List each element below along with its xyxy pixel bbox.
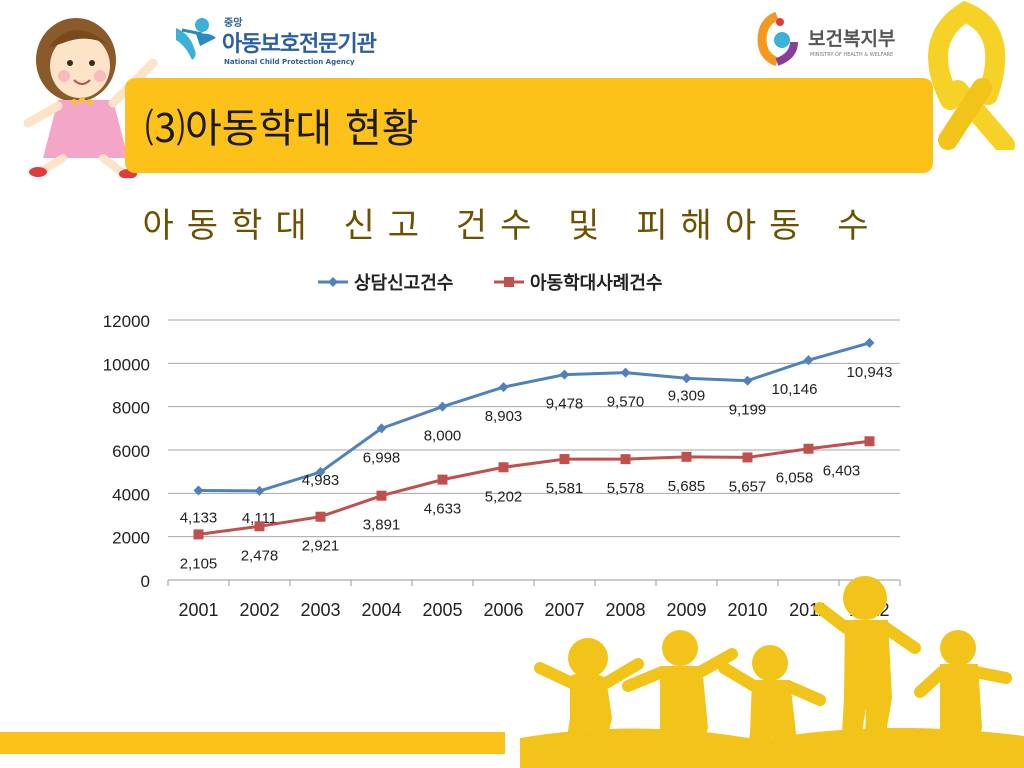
data-label: 4,133 xyxy=(180,509,218,526)
data-point xyxy=(864,337,875,348)
data-label: 9,478 xyxy=(546,396,584,413)
data-label: 5,685 xyxy=(668,478,706,495)
data-label: 9,570 xyxy=(607,394,645,411)
data-point xyxy=(803,355,814,366)
data-label: 2,478 xyxy=(241,547,279,564)
data-label: 9,199 xyxy=(729,402,767,419)
series-2: 2,105 2,478 2,921 3,891 4,633 5,202 5,581 5,578… xyxy=(180,436,875,572)
legend-label: 아동학대사례건수 xyxy=(530,272,662,294)
x-tick-label: 2008 xyxy=(605,600,645,620)
data-point xyxy=(620,367,631,378)
data-point xyxy=(254,521,265,532)
data-label: 10,943 xyxy=(847,364,893,381)
y-tick-label: 4000 xyxy=(112,485,150,504)
ministry-logo[interactable]: 보건복지부 MINISTRY OF HEALTH & WELFARE xyxy=(750,12,910,72)
agency-label-small: 중앙 xyxy=(224,18,243,29)
y-tick-label: 6000 xyxy=(112,442,150,461)
data-point xyxy=(498,462,509,473)
agency-logo[interactable]: 중앙 아동보호전문기관 National Child Protection Ag… xyxy=(172,12,394,72)
data-point xyxy=(864,436,875,447)
x-tick-label: 2001 xyxy=(178,600,218,620)
data-point xyxy=(376,423,387,434)
children-silhouette-illustration xyxy=(520,576,1024,768)
chart-series: 4,133 4,111 4,983 6,998 8,000 8,903 9,478 9,570… xyxy=(180,337,893,572)
footer-bar xyxy=(0,732,505,754)
data-label: 5,578 xyxy=(607,480,645,497)
data-point xyxy=(437,474,448,485)
agency-name: 아동보호전문기관 xyxy=(222,32,377,57)
y-axis: 0 2000 4000 6000 8000 10000 12000 xyxy=(103,312,150,591)
agency-emblem-icon xyxy=(176,18,216,60)
series-1: 4,133 4,111 4,983 6,998 8,000 8,903 9,478 9,570… xyxy=(180,337,893,527)
series-line xyxy=(198,439,870,536)
data-label: 8,000 xyxy=(424,428,462,445)
data-point xyxy=(498,382,509,393)
y-tick-label: 0 xyxy=(141,572,150,591)
series-line xyxy=(198,341,870,493)
y-tick-label: 12000 xyxy=(103,312,150,331)
data-point xyxy=(559,454,570,465)
data-point xyxy=(193,485,204,496)
legend-marker xyxy=(504,277,514,287)
data-point xyxy=(742,375,753,386)
data-label: 2,921 xyxy=(302,538,340,555)
data-label: 9,309 xyxy=(668,387,706,404)
yellow-ribbon-icon xyxy=(928,0,1015,150)
ministry-emblem-icon xyxy=(757,12,798,67)
chart-legend: 상담신고건수 아동학대사례건수 xyxy=(318,272,662,294)
x-tick-label: 2004 xyxy=(361,600,401,620)
x-tick-label: 2003 xyxy=(300,600,340,620)
data-point xyxy=(620,454,631,465)
x-tick-label: 2002 xyxy=(239,600,279,620)
data-label: 4,633 xyxy=(424,501,462,518)
x-tick-label: 2007 xyxy=(544,600,584,620)
data-label: 6,403 xyxy=(823,462,861,479)
legend-item: 아동학대사례건수 xyxy=(494,272,662,294)
data-label: 3,891 xyxy=(363,517,401,534)
data-label: 6,058 xyxy=(776,470,814,487)
data-label: 10,146 xyxy=(772,381,818,398)
data-point xyxy=(376,490,387,501)
data-point xyxy=(315,511,326,522)
x-tick-label: 2009 xyxy=(666,600,706,620)
data-point xyxy=(437,401,448,412)
legend-marker xyxy=(328,277,338,287)
x-tick-label: 2010 xyxy=(727,600,767,620)
chart-title: 아동학대 신고 건수 및 피해아동 수 xyxy=(142,206,882,246)
data-label: 5,202 xyxy=(485,488,523,505)
ministry-name: 보건복지부 xyxy=(808,28,896,50)
line-chart: 상담신고건수 아동학대사례건수 0 2000 4000 6000 8000 10000 120… xyxy=(103,272,901,620)
data-label: 8,903 xyxy=(485,408,523,425)
data-label: 4,983 xyxy=(302,472,340,489)
data-point xyxy=(681,373,692,384)
data-point xyxy=(559,369,570,380)
title-banner: ⑶아동학대 현황 xyxy=(125,78,933,173)
x-tick-label: 2006 xyxy=(483,600,523,620)
data-label: 2,105 xyxy=(180,555,218,572)
data-label: 4,111 xyxy=(242,510,277,527)
slide-title: ⑶아동학대 현황 xyxy=(145,106,419,152)
data-point xyxy=(742,452,753,463)
legend-label: 상담신고건수 xyxy=(354,273,453,294)
data-point xyxy=(254,485,265,496)
data-label: 5,581 xyxy=(546,480,584,497)
ministry-english-name: MINISTRY OF HEALTH & WELFARE xyxy=(810,52,894,58)
legend-item: 상담신고건수 xyxy=(318,273,453,294)
y-tick-label: 8000 xyxy=(112,399,150,418)
data-point xyxy=(315,467,326,478)
data-point xyxy=(803,443,814,454)
y-tick-label: 10000 xyxy=(103,355,150,374)
data-point xyxy=(193,529,204,540)
agency-english-name: National Child Protection Agency xyxy=(224,58,355,66)
data-label: 5,657 xyxy=(729,478,767,495)
y-tick-label: 2000 xyxy=(112,529,150,548)
x-tick-label: 2005 xyxy=(422,600,462,620)
data-point xyxy=(681,451,692,462)
data-label: 6,998 xyxy=(363,449,401,466)
